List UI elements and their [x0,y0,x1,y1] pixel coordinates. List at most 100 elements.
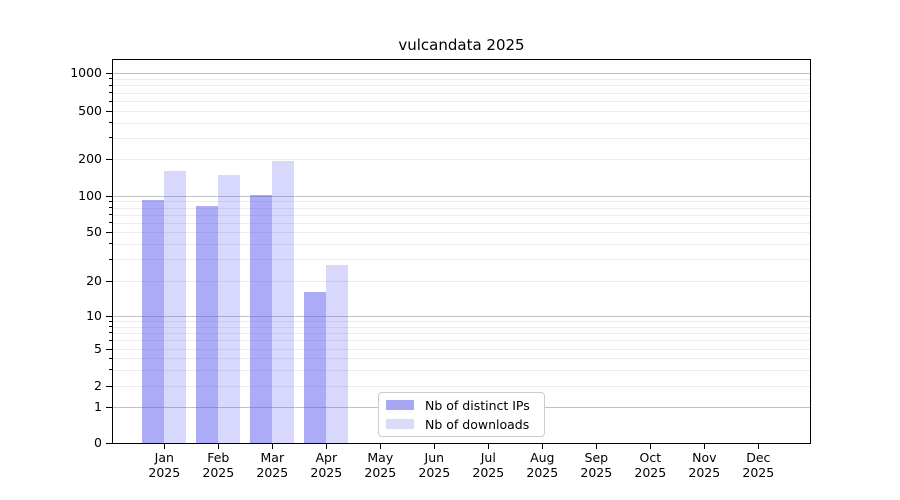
x-tick-label: Dec 2025 [718,450,798,480]
x-tick-label-line: Feb [207,450,230,465]
x-tick [487,444,489,449]
x-tick-label-line: 2025 [580,464,613,480]
y-tick [106,280,113,282]
y-tick [106,348,113,350]
y-minor-tick [109,100,113,102]
y-minor-tick [109,369,113,371]
x-tick-label-line: Jan [154,450,174,465]
bar-nb-of-downloads-0 [164,170,187,443]
x-tick [703,444,705,449]
gridline-minor [113,100,810,102]
x-tick-label-line: 2025 [256,464,289,480]
gridline-minor [113,332,810,334]
legend-swatch [386,419,414,429]
gridline-minor [113,214,810,216]
y-tick [106,406,113,408]
bar-nb-of-distinct-ips-0 [142,199,165,443]
y-minor-tick [109,122,113,124]
y-minor-tick [109,243,113,245]
x-tick-label-line: 2025 [418,464,451,480]
gridline-major [113,315,810,317]
gridline-minor [113,369,810,371]
y-tick [106,72,113,74]
y-tick [106,385,113,387]
bar-nb-of-distinct-ips-1 [196,205,219,443]
legend-row: Nb of distinct IPs [386,398,536,413]
y-minor-tick [109,258,113,260]
y-tick [106,231,113,233]
x-tick [649,444,651,449]
x-tick [433,444,435,449]
bar-nb-of-downloads-2 [272,161,295,443]
y-minor-tick [109,137,113,139]
y-minor-tick [109,326,113,328]
x-tick-label: Mar 2025 [232,450,312,480]
x-tick-label: Oct 2025 [610,450,690,480]
y-tick-label: 100 [78,188,102,203]
x-tick [325,444,327,449]
x-tick [541,444,543,449]
y-tick-label: 5 [94,341,102,356]
x-tick-label-line: 2025 [742,464,775,480]
y-tick-label: 2 [94,378,102,393]
y-tick-label: 10 [86,308,102,323]
gridline-minor [113,122,810,124]
y-tick [106,195,113,197]
x-tick-label-line: 2025 [148,464,181,480]
y-minor-tick [109,339,113,341]
gridline-minor [113,92,810,94]
bar-nb-of-distinct-ips-2 [250,194,273,443]
gridline-minor [113,320,810,322]
x-tick-label-line: 2025 [202,464,235,480]
y-tick-label: 50 [86,224,102,239]
x-tick-label-line: 2025 [634,464,667,480]
x-tick [595,444,597,449]
x-tick-label-line: Dec [746,450,771,465]
x-tick [757,444,759,449]
gridline-minor [113,385,810,387]
gridline-major [113,72,810,74]
x-tick-label: May 2025 [340,450,420,480]
x-tick-label-line: Apr [315,450,338,465]
gridline-minor [113,207,810,209]
y-minor-tick [109,84,113,86]
plot-area [112,59,811,444]
x-tick-label: Feb 2025 [178,450,258,480]
gridline-minor [113,110,810,112]
y-minor-tick [109,207,113,209]
x-tick [271,444,273,449]
y-tick [106,110,113,112]
x-tick [379,444,381,449]
y-tick [106,442,113,444]
x-tick-label: Aug 2025 [502,450,582,480]
gridline-major [113,195,810,197]
gridline-minor [113,243,810,245]
gridline-minor [113,339,810,341]
x-tick-label-line: May [367,450,394,465]
y-minor-tick [109,92,113,94]
y-tick-label: 200 [78,151,102,166]
gridline-minor [113,137,810,139]
gridline-minor [113,84,810,86]
x-tick-label-line: Sep [584,450,609,465]
x-tick-label-line: Nov [692,450,717,465]
y-tick [106,315,113,317]
x-tick-label: Nov 2025 [664,450,744,480]
x-tick-label-line: 2025 [526,464,559,480]
x-tick-label-line: Oct [639,450,662,465]
y-minor-tick [109,320,113,322]
x-tick-label-line: 2025 [688,464,721,480]
x-tick-label: Jun 2025 [394,450,474,480]
y-tick-label: 500 [78,103,102,118]
gridline-minor [113,357,810,359]
y-minor-tick [109,332,113,334]
x-tick-label: Jan 2025 [124,450,204,480]
x-tick [217,444,219,449]
y-tick-label: 20 [86,273,102,288]
x-tick-label: Apr 2025 [286,450,366,480]
gridline-minor [113,78,810,80]
gridline-minor [113,280,810,282]
bar-nb-of-downloads-1 [218,175,241,443]
legend-row: Nb of downloads [386,417,536,432]
gridline-minor [113,348,810,350]
